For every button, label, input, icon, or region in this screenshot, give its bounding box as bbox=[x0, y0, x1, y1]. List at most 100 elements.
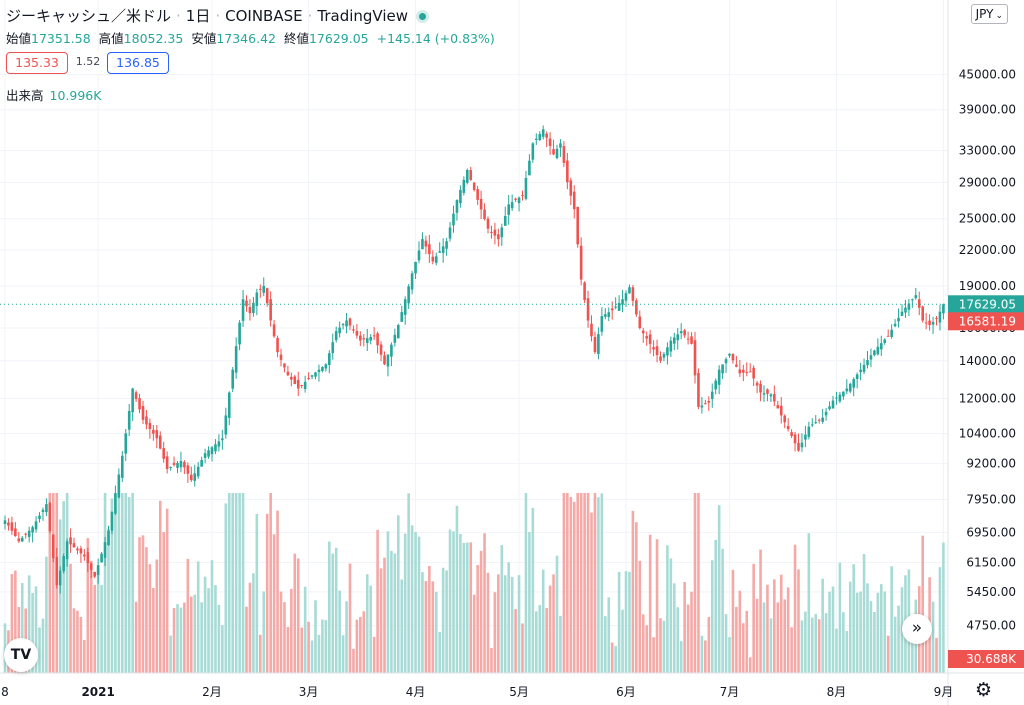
candle-body bbox=[407, 286, 410, 304]
candle-body bbox=[510, 202, 514, 209]
volume-bar bbox=[279, 591, 283, 673]
candle-body bbox=[728, 353, 731, 356]
candle-body bbox=[148, 422, 152, 430]
volume-bar bbox=[773, 579, 776, 673]
candle-body bbox=[876, 346, 880, 355]
candle-body bbox=[41, 509, 45, 512]
volume-bar bbox=[486, 572, 490, 673]
volume-bar bbox=[341, 635, 345, 673]
interval[interactable]: 1日 bbox=[185, 7, 211, 25]
volume-bar bbox=[683, 582, 686, 673]
volume-bar bbox=[31, 592, 34, 673]
candle-body bbox=[721, 364, 724, 374]
candle-body bbox=[690, 336, 693, 344]
candle-body bbox=[365, 338, 369, 344]
double-chevron-right-icon[interactable]: » bbox=[902, 614, 932, 644]
candle-body bbox=[610, 308, 614, 311]
volume-bar bbox=[766, 584, 769, 673]
candle-body bbox=[693, 340, 697, 376]
candle-body bbox=[600, 316, 604, 332]
volume-bar bbox=[824, 613, 828, 673]
candle-body bbox=[762, 393, 766, 395]
y-tick-label: 33000.00 bbox=[959, 144, 1016, 158]
candle-body bbox=[341, 324, 345, 326]
sell-button[interactable]: 135.33 bbox=[6, 52, 68, 74]
volume-bar bbox=[566, 493, 569, 673]
volume-bar bbox=[183, 602, 186, 673]
volume-bar bbox=[14, 570, 17, 673]
candle-body bbox=[52, 534, 55, 559]
volume-bar bbox=[472, 594, 476, 673]
candle-body bbox=[842, 391, 845, 397]
buy-button[interactable]: 136.85 bbox=[107, 52, 169, 74]
low-label: 安値 bbox=[191, 31, 217, 46]
candle-body bbox=[497, 234, 500, 240]
volume-bar bbox=[141, 535, 145, 673]
change-value: +145.14 (+0.83%) bbox=[376, 31, 495, 46]
symbol-name[interactable]: ジーキャッシュ／米ドル bbox=[6, 7, 172, 25]
candle-body bbox=[20, 537, 24, 542]
candle-body bbox=[524, 178, 528, 199]
volume-bar bbox=[131, 493, 134, 673]
volume-bar bbox=[65, 493, 69, 673]
candle-body bbox=[835, 397, 838, 399]
candle-body bbox=[935, 317, 938, 320]
candle-body bbox=[517, 197, 521, 204]
volume-bar bbox=[365, 574, 369, 673]
volume-bar bbox=[417, 536, 421, 673]
volume-value: 10.996K bbox=[49, 88, 102, 103]
candle-body bbox=[938, 311, 942, 323]
candle-body bbox=[138, 398, 141, 410]
tradingview-logo-icon[interactable]: TV bbox=[4, 638, 38, 672]
candle-body bbox=[742, 369, 745, 373]
volume-bar bbox=[110, 498, 114, 673]
candle-body bbox=[614, 306, 617, 308]
volume-bar bbox=[317, 634, 321, 673]
candle-body bbox=[158, 435, 162, 449]
candle-body bbox=[735, 364, 738, 367]
candle-body bbox=[662, 354, 666, 358]
volume-bar bbox=[231, 493, 234, 673]
volume-bar bbox=[628, 571, 631, 673]
volume-bar bbox=[880, 584, 883, 673]
volume-bar bbox=[152, 588, 155, 673]
volume-bar bbox=[710, 560, 714, 673]
spread-value: 1.52 bbox=[73, 52, 103, 74]
low-value: 17346.42 bbox=[216, 31, 276, 46]
volume-bar bbox=[828, 591, 831, 673]
volume-bar bbox=[86, 538, 90, 673]
volume-bar bbox=[731, 569, 735, 673]
candle-body bbox=[24, 533, 27, 535]
y-tick-label: 5450.00 bbox=[966, 585, 1016, 599]
volume-bar bbox=[476, 565, 479, 673]
volume-bar bbox=[686, 604, 690, 673]
volume-bar bbox=[535, 611, 538, 673]
candle-body bbox=[655, 346, 659, 356]
candle-body bbox=[683, 330, 686, 336]
volume-bar bbox=[779, 574, 783, 673]
volume-bar bbox=[835, 628, 838, 673]
candle-body bbox=[421, 239, 424, 250]
candle-body bbox=[265, 288, 269, 304]
candle-body bbox=[55, 556, 59, 586]
currency-select[interactable]: JPY ⌄ bbox=[970, 4, 1008, 24]
volume-bar bbox=[158, 500, 162, 673]
y-tick-label: 22000.00 bbox=[959, 243, 1016, 257]
currency-label: JPY bbox=[975, 7, 994, 21]
candle-body bbox=[704, 403, 707, 405]
volume-bar bbox=[324, 620, 328, 673]
high-value: 18052.35 bbox=[123, 31, 184, 46]
candle-body bbox=[390, 344, 393, 357]
candle-body bbox=[538, 134, 542, 140]
volume-bar bbox=[938, 567, 942, 673]
gear-icon[interactable]: ⚙ bbox=[975, 679, 993, 701]
candle-body bbox=[676, 334, 680, 341]
y-tick-label: 6150.00 bbox=[966, 555, 1016, 569]
candle-body bbox=[196, 466, 200, 477]
candle-body bbox=[666, 347, 669, 356]
candle-body bbox=[924, 322, 928, 324]
candle-body bbox=[193, 473, 197, 481]
volume-bar bbox=[414, 532, 417, 673]
volume-bar bbox=[72, 608, 76, 673]
